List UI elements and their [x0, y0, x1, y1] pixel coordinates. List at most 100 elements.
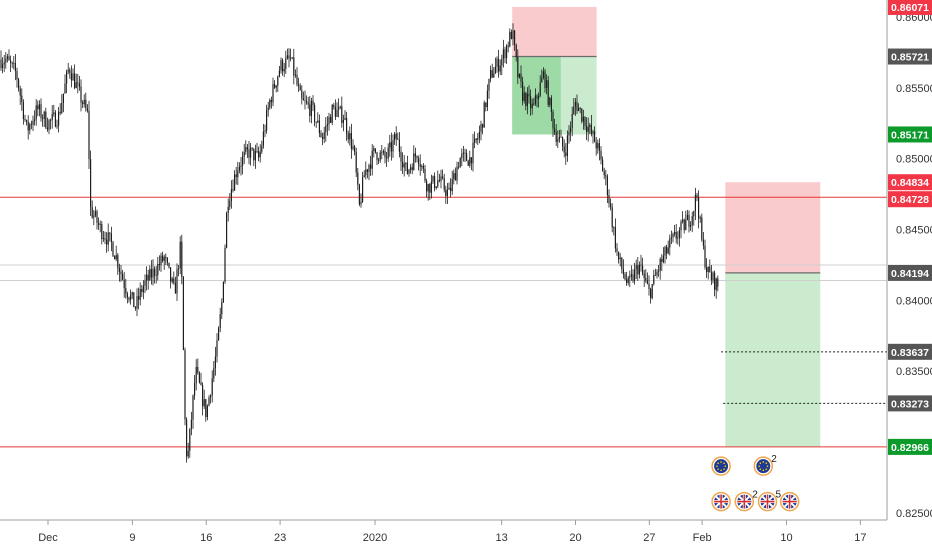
candle-body	[678, 230, 680, 238]
candle-body	[131, 292, 133, 295]
candle-body	[523, 92, 525, 101]
candle-body	[626, 279, 628, 283]
candle-body	[104, 238, 106, 240]
candle-body	[290, 58, 292, 59]
candle-body	[371, 150, 373, 169]
candle-body	[136, 296, 138, 309]
candle-body	[274, 84, 276, 88]
time-tick-label: 10	[780, 532, 792, 544]
candle-body	[147, 274, 149, 281]
position-jan-stop-zone[interactable]	[512, 6, 597, 57]
candle-body	[258, 151, 260, 158]
candle-body	[654, 275, 656, 276]
candle-body	[203, 399, 205, 407]
candle-body	[221, 302, 223, 315]
position-feb-target-zone[interactable]	[725, 272, 821, 447]
candle-body	[542, 71, 544, 78]
candle-body	[302, 98, 304, 101]
candle-body	[650, 288, 652, 299]
candle-body	[443, 178, 445, 190]
candle-body	[126, 293, 128, 298]
label-stop-feb: 0.84834	[891, 177, 929, 189]
candle-body	[469, 157, 471, 166]
candle-body	[418, 158, 420, 164]
candle-body	[560, 136, 562, 138]
candle-body	[323, 132, 325, 139]
price-tick-label: 0.85000	[896, 154, 932, 166]
candle-body	[173, 278, 175, 284]
candle-body	[445, 189, 447, 196]
price-tick-label: 0.86000	[896, 12, 932, 24]
candle-body	[624, 274, 626, 280]
candle-body	[413, 153, 415, 171]
price-axis[interactable]: 0.86000 0.85500 0.85000 0.84500 0.84000 0.835…	[896, 12, 932, 520]
candle-body	[354, 146, 356, 152]
candle-body	[74, 73, 76, 88]
candle-body	[75, 82, 77, 88]
candle-body	[618, 251, 620, 260]
candle-body	[299, 86, 301, 91]
eu-flag-star	[765, 468, 768, 470]
candle-body	[214, 356, 216, 368]
candle-body	[288, 55, 290, 59]
candle-body	[123, 279, 125, 289]
candle-body	[666, 246, 668, 254]
candle-body	[226, 212, 228, 248]
candle-body	[608, 195, 610, 204]
candle-body	[386, 157, 388, 159]
time-axis[interactable]: Dec 9 16 23 2020 13 20 27 Feb 10 17	[38, 520, 866, 544]
candle-body	[368, 164, 370, 172]
candle-body	[163, 256, 165, 261]
uk-flag-icon[interactable]	[779, 491, 800, 512]
uk-flag-icon[interactable]	[711, 491, 731, 512]
candle-body	[677, 237, 679, 239]
time-tick-label: 9	[129, 532, 135, 544]
candle-body	[182, 276, 184, 350]
candle-body	[461, 154, 463, 159]
candle-body	[490, 70, 492, 80]
candle-body	[3, 62, 5, 65]
candle-body	[2, 64, 4, 69]
candle-body	[637, 265, 639, 275]
candle-body	[355, 151, 357, 173]
time-tick-label: 27	[643, 532, 655, 544]
candle-body	[174, 283, 176, 294]
eu-flag-icon[interactable]	[711, 456, 731, 476]
candle-body	[682, 219, 684, 222]
candle-body	[238, 166, 240, 171]
candle-body	[309, 104, 311, 116]
candle-body	[322, 137, 324, 139]
candle-body	[50, 119, 52, 121]
price-labels: 0.86071 0.85721 0.85171 0.84834 0.84728 0.841…	[888, 0, 932, 455]
candle-body	[619, 257, 621, 260]
candle-body	[411, 167, 413, 171]
candle-body	[314, 105, 316, 122]
position-feb-stop-zone[interactable]	[725, 182, 821, 273]
candle-body	[307, 102, 309, 105]
candle-body	[72, 73, 74, 81]
candle-body	[698, 197, 700, 219]
candle-body	[40, 104, 42, 119]
uk-flag-icon[interactable]: 5	[757, 490, 782, 512]
candle-body	[430, 181, 432, 193]
candle-body	[362, 177, 364, 202]
candle-body	[574, 101, 576, 107]
time-tick-label: 13	[496, 532, 508, 544]
candle-body	[494, 66, 496, 74]
event-markers: 2 2 5	[711, 454, 800, 512]
candle-body	[280, 60, 282, 71]
candle-body	[566, 135, 568, 156]
candle-body	[562, 137, 564, 147]
eu-flag-star	[762, 469, 765, 472]
uk-flag-icon[interactable]: 2	[734, 490, 758, 512]
eu-flag-icon[interactable]: 2	[753, 454, 777, 476]
candle-body	[414, 153, 416, 157]
candle-body	[645, 277, 647, 281]
candle-body	[710, 272, 712, 281]
candle-body	[187, 450, 189, 457]
label-tp-2-bg	[888, 395, 932, 412]
candle-body	[195, 367, 197, 384]
label-support: 0.82966	[891, 442, 929, 454]
